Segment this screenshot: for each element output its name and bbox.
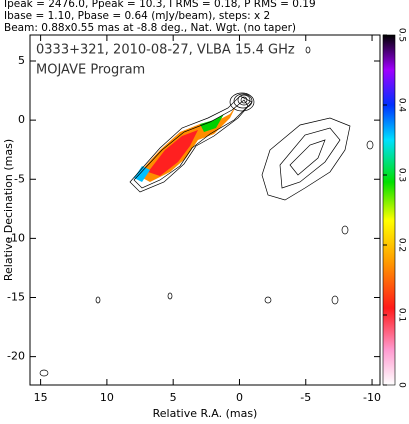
y-tick-label: 5 bbox=[18, 54, 25, 67]
colorbar bbox=[382, 34, 396, 386]
jet-emission bbox=[39, 46, 374, 377]
x-tick-label: 5 bbox=[170, 391, 177, 404]
y-tick-label: 0 bbox=[18, 113, 25, 126]
y-tick-label: -5 bbox=[14, 172, 25, 185]
header-line: Ibase = 1.10, Pbase = 0.64 (mJy/beam), s… bbox=[4, 10, 270, 22]
contour bbox=[240, 96, 248, 104]
y-tick-label: -15 bbox=[7, 291, 25, 304]
contour bbox=[133, 99, 249, 189]
header-line: Ipeak = 2476.0, Ppeak = 10.3, I RMS = 0.… bbox=[4, 0, 316, 10]
contour bbox=[264, 296, 272, 304]
contour bbox=[305, 46, 311, 54]
contour bbox=[229, 92, 255, 112]
y-tick-label: -20 bbox=[7, 350, 25, 363]
y-axis-label: Relative Decination (mas) bbox=[2, 139, 15, 281]
contour bbox=[331, 295, 339, 305]
colorbar-tick-label: 0 bbox=[397, 382, 407, 388]
chart-subtitle: MOJAVE Program bbox=[36, 63, 145, 78]
x-tick-label: -10 bbox=[363, 391, 381, 404]
x-axis-label: Relative R.A. (mas) bbox=[153, 407, 258, 420]
plot-frame bbox=[29, 34, 381, 386]
contour bbox=[289, 139, 326, 176]
header-line: Beam: 0.88x0.55 mas at -8.8 deg., Nat. W… bbox=[4, 22, 296, 34]
contour bbox=[237, 94, 251, 106]
colorbar-tick-label: 0.2 bbox=[397, 238, 407, 252]
contour bbox=[341, 225, 349, 235]
colorbar-tick-label: 0.1 bbox=[397, 308, 407, 322]
contour bbox=[233, 93, 253, 109]
x-tick-label: -5 bbox=[300, 391, 311, 404]
x-tick-label: 10 bbox=[100, 391, 114, 404]
y-tick-label: -10 bbox=[7, 231, 25, 244]
contour bbox=[167, 292, 173, 300]
chart-title: 0333+321, 2010-08-27, VLBA 15.4 GHz bbox=[36, 43, 295, 58]
color-region bbox=[134, 166, 150, 182]
color-region bbox=[200, 114, 224, 132]
contour bbox=[279, 127, 341, 189]
colorbar-tick-label: 0.4 bbox=[397, 98, 407, 113]
contour bbox=[129, 95, 253, 193]
x-tick-label: 15 bbox=[34, 391, 48, 404]
x-tick-label: 0 bbox=[236, 391, 243, 404]
contour bbox=[95, 296, 101, 304]
color-region bbox=[148, 130, 198, 176]
contour bbox=[366, 140, 374, 150]
colorbar-tick-label: 0.5 bbox=[397, 28, 407, 42]
contour bbox=[261, 117, 351, 201]
beam bbox=[39, 369, 49, 377]
colorbar-tick-label: 0.3 bbox=[397, 168, 407, 182]
